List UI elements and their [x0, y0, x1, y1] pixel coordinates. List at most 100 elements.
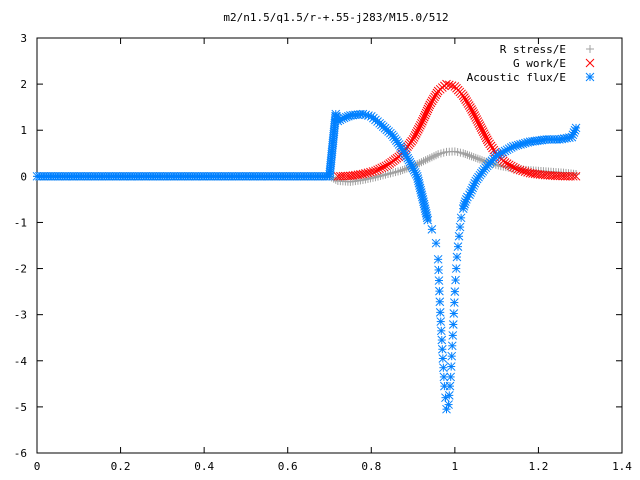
data-point: [481, 133, 491, 143]
series-acoustic-flux-e: [32, 109, 581, 414]
data-point: [446, 362, 456, 371]
y-tick-label: 1: [20, 124, 27, 137]
data-point: [433, 254, 443, 264]
data-point: [423, 155, 432, 164]
data-point: [412, 127, 422, 136]
data-point: [447, 81, 457, 91]
x-tick-label: 0.4: [194, 460, 214, 473]
data-point: [504, 160, 514, 170]
data-point: [427, 153, 436, 162]
data-point: [417, 158, 426, 167]
y-tick-label: -4: [14, 355, 28, 368]
data-point: [358, 169, 368, 179]
axis-ticks: [36, 37, 623, 454]
data-point: [467, 152, 476, 161]
x-tick-label: 0.2: [111, 460, 131, 473]
x-tick-label: 0.6: [278, 460, 298, 473]
data-point: [465, 151, 474, 160]
data-point: [381, 161, 391, 171]
data-point: [453, 242, 463, 252]
data-point: [377, 163, 387, 173]
chart-title: m2/n1.5/q1.5/r-+.55-j283/M15.0/512: [223, 11, 448, 24]
data-point: [431, 90, 441, 100]
legend-label: G work/E: [513, 57, 566, 70]
axis-tick-labels: 0 0.2 0.4 0.6 0.8 1 1.2 1.4 -6 -5 -4 -3 -2 -1 0 1 2 3: [14, 32, 633, 473]
data-point: [435, 297, 445, 307]
data-point: [435, 308, 445, 317]
data-point: [571, 123, 581, 133]
data-point: [368, 167, 378, 176]
data-point: [435, 286, 444, 296]
legend-marker: [586, 45, 594, 53]
data-point: [429, 94, 438, 104]
data-point: [464, 101, 474, 110]
data-point: [437, 344, 447, 354]
data-point: [434, 276, 444, 285]
data-point: [363, 168, 373, 178]
data-point: [421, 156, 430, 165]
data-point: [444, 80, 454, 90]
x-tick-label: 0.8: [361, 460, 381, 473]
data-point: [438, 354, 448, 363]
data-point: [419, 157, 428, 166]
data-point: [477, 125, 487, 134]
data-point: [456, 213, 466, 223]
data-point: [470, 111, 480, 120]
data-point: [400, 165, 409, 174]
series-layer: [32, 79, 581, 414]
data-point: [449, 298, 459, 307]
data-point: [571, 171, 581, 181]
data-point: [411, 129, 421, 138]
data-point: [447, 341, 457, 351]
data-point: [473, 154, 482, 163]
data-point: [500, 158, 510, 167]
data-point: [427, 225, 437, 234]
legend-marker: [585, 58, 595, 68]
y-tick-label: 0: [20, 170, 27, 183]
data-point: [509, 162, 518, 172]
data-point: [425, 100, 435, 110]
data-point: [436, 326, 446, 336]
x-tick-label: 0: [34, 460, 41, 473]
data-point: [480, 156, 489, 165]
data-point: [409, 133, 419, 142]
data-point: [463, 99, 473, 108]
series-g-work-e: [333, 79, 581, 181]
data-point: [413, 125, 423, 134]
data-point: [568, 171, 578, 181]
data-point: [502, 159, 512, 169]
y-tick-label: 2: [20, 78, 27, 91]
data-point: [452, 252, 462, 262]
plot-border: [36, 37, 623, 454]
data-point: [515, 165, 525, 175]
data-point: [448, 320, 458, 329]
data-point: [454, 231, 464, 241]
data-point: [436, 317, 446, 326]
plot-frame: [36, 37, 623, 454]
data-point: [448, 331, 458, 340]
data-point: [478, 127, 488, 137]
y-tick-label: -6: [14, 447, 27, 460]
data-point: [396, 166, 405, 175]
y-tick-label: -3: [14, 309, 27, 322]
y-tick-label: -5: [14, 401, 27, 414]
data-point: [450, 287, 460, 296]
data-point: [472, 115, 482, 124]
data-point: [506, 161, 516, 171]
data-point: [373, 165, 382, 175]
data-point: [469, 153, 478, 162]
data-point: [479, 129, 489, 139]
data-point: [427, 96, 437, 106]
data-point: [434, 265, 443, 275]
data-point: [437, 335, 447, 345]
data-point: [469, 109, 479, 118]
data-point: [520, 167, 530, 176]
data-point: [476, 123, 486, 132]
data-point: [475, 155, 484, 164]
legend-label: Acoustic flux/E: [467, 71, 566, 84]
data-point: [458, 91, 468, 100]
data-point: [410, 131, 420, 140]
data-point: [511, 163, 520, 173]
data-point: [473, 117, 483, 126]
